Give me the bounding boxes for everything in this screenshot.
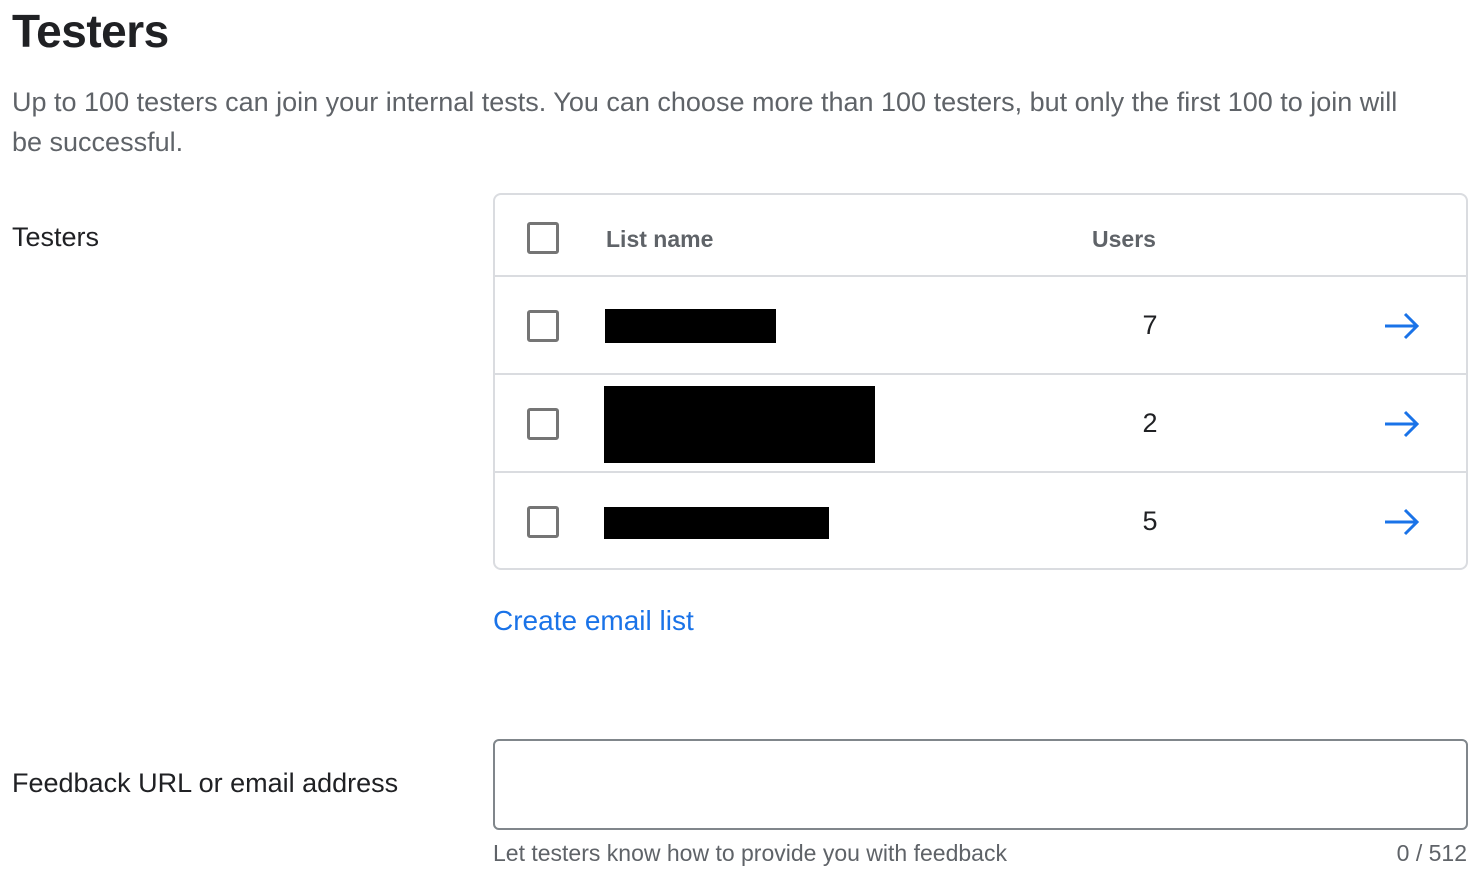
- users-count: 7: [1142, 310, 1158, 340]
- redacted-list-name: [604, 386, 875, 463]
- table-row[interactable]: 7: [495, 275, 1466, 373]
- character-counter: 0 / 512: [1396, 840, 1467, 866]
- arrow-right-icon[interactable]: [1383, 311, 1423, 341]
- testers-label: Testers: [12, 222, 100, 252]
- row-checkbox[interactable]: [527, 408, 559, 440]
- select-all-checkbox[interactable]: [527, 222, 559, 254]
- feedback-label: Feedback URL or email address: [12, 768, 399, 798]
- table-row[interactable]: 5: [495, 471, 1466, 569]
- table-header: List name Users: [495, 195, 1466, 276]
- page-title: Testers: [12, 5, 169, 57]
- users-count: 2: [1142, 408, 1158, 438]
- feedback-input[interactable]: [493, 739, 1468, 830]
- arrow-right-icon[interactable]: [1383, 507, 1423, 537]
- feedback-helper-text: Let testers know how to provide you with…: [493, 840, 1007, 866]
- redacted-list-name: [605, 309, 776, 343]
- users-count: 5: [1142, 506, 1158, 536]
- redacted-list-name: [604, 507, 829, 539]
- arrow-right-icon[interactable]: [1383, 409, 1423, 439]
- column-header-users: Users: [1092, 226, 1156, 252]
- tester-lists-table: List name Users 7 2 5: [493, 193, 1468, 570]
- create-email-list-link[interactable]: Create email list: [493, 605, 694, 636]
- column-header-list-name: List name: [606, 226, 714, 252]
- page-description: Up to 100 testers can join your internal…: [12, 87, 1398, 157]
- row-checkbox[interactable]: [527, 310, 559, 342]
- table-row[interactable]: 2: [495, 373, 1466, 471]
- row-checkbox[interactable]: [527, 506, 559, 538]
